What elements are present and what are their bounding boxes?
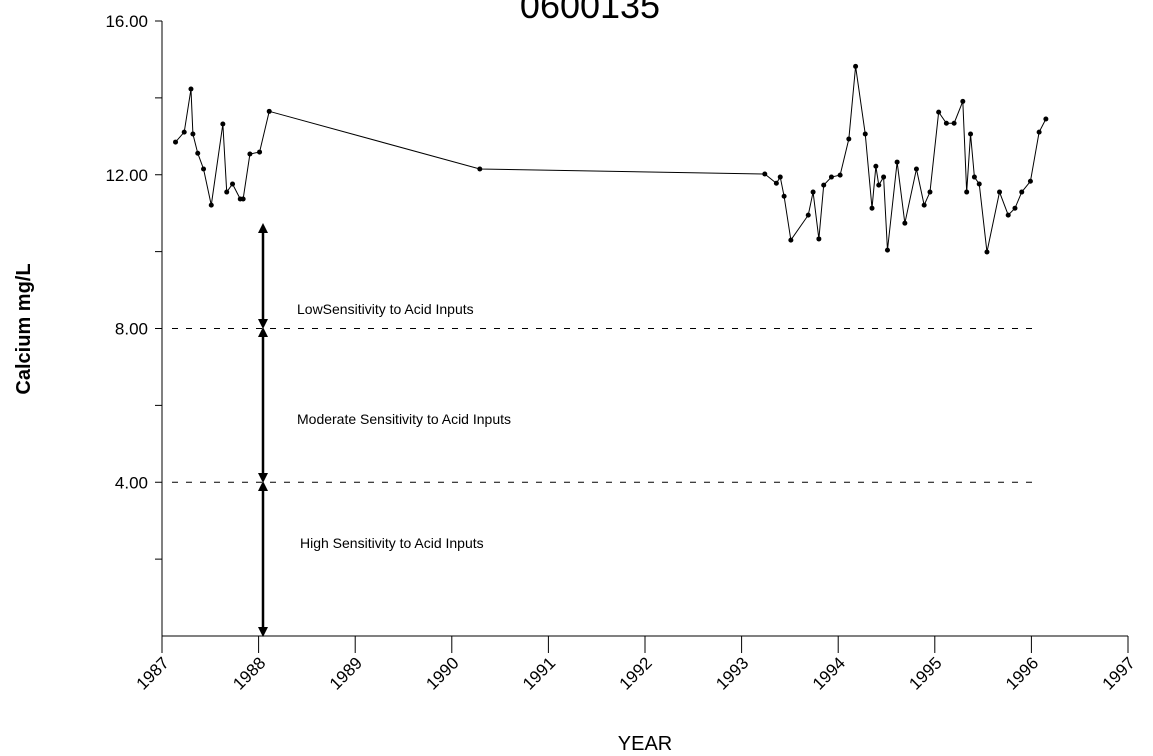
data-point bbox=[181, 129, 187, 135]
data-point bbox=[837, 172, 843, 178]
x-tick-label: 1992 bbox=[616, 653, 656, 693]
y-tick-label: 4.00 bbox=[115, 473, 148, 492]
data-point bbox=[788, 237, 794, 243]
data-point bbox=[1012, 205, 1018, 211]
chart-title: 0600135 bbox=[520, 0, 660, 26]
data-point bbox=[884, 247, 890, 253]
data-point bbox=[190, 131, 196, 137]
data-point bbox=[762, 171, 768, 177]
data-point bbox=[1019, 189, 1025, 195]
data-point bbox=[913, 166, 919, 172]
data-point bbox=[1043, 116, 1049, 122]
data-point bbox=[862, 131, 868, 137]
data-point bbox=[894, 159, 900, 165]
data-point bbox=[902, 220, 908, 226]
x-tick-label: 1991 bbox=[519, 653, 559, 693]
x-tick-label: 1987 bbox=[133, 653, 173, 693]
x-tick-label: 1995 bbox=[905, 653, 945, 693]
data-point bbox=[173, 139, 179, 145]
y-tick-label: 16.00 bbox=[105, 12, 148, 31]
data-point bbox=[971, 174, 977, 180]
data-point bbox=[976, 181, 982, 187]
annotation: LowSensitivity to Acid Inputs bbox=[297, 301, 474, 317]
data-point bbox=[1005, 212, 1011, 218]
data-point bbox=[943, 120, 949, 126]
data-point bbox=[224, 189, 230, 195]
data-point bbox=[821, 182, 827, 188]
data-point bbox=[927, 189, 933, 195]
data-point bbox=[773, 180, 779, 186]
data-point bbox=[240, 196, 246, 202]
x-tick-label: 1994 bbox=[809, 653, 849, 693]
data-point bbox=[1027, 178, 1033, 184]
data-point bbox=[921, 202, 927, 208]
data-point bbox=[846, 136, 852, 142]
data-point bbox=[997, 189, 1003, 195]
y-tick-label: 8.00 bbox=[115, 320, 148, 339]
y-axis-label: Calcium mg/L bbox=[13, 263, 35, 394]
data-point bbox=[876, 182, 882, 188]
y-tick-label: 12.00 bbox=[105, 166, 148, 185]
data-point bbox=[968, 131, 974, 137]
data-point bbox=[951, 120, 957, 126]
annotation: High Sensitivity to Acid Inputs bbox=[300, 535, 484, 551]
data-point bbox=[1036, 129, 1042, 135]
data-point bbox=[477, 166, 483, 172]
data-point bbox=[853, 63, 859, 69]
data-point bbox=[266, 108, 272, 114]
data-point bbox=[781, 193, 787, 199]
x-tick-label: 1993 bbox=[712, 653, 752, 693]
data-point bbox=[257, 149, 263, 155]
data-point bbox=[195, 150, 201, 156]
data-point bbox=[869, 205, 875, 211]
x-tick-label: 1990 bbox=[422, 653, 462, 693]
data-point bbox=[220, 121, 226, 127]
x-tick-label: 1988 bbox=[229, 653, 269, 693]
data-point bbox=[881, 174, 887, 180]
data-line bbox=[175, 66, 1047, 253]
data-point bbox=[201, 166, 207, 172]
annotation: Moderate Sensitivity to Acid Inputs bbox=[297, 411, 511, 427]
data-point bbox=[873, 163, 879, 169]
data-point bbox=[960, 98, 966, 104]
data-point bbox=[805, 212, 811, 218]
data-point bbox=[230, 181, 236, 187]
data-point bbox=[964, 189, 970, 195]
data-point bbox=[816, 236, 822, 242]
x-axis-label: YEAR bbox=[618, 733, 672, 755]
data-point bbox=[208, 202, 214, 208]
data-point bbox=[936, 109, 942, 115]
data-point bbox=[777, 174, 783, 180]
data-point bbox=[247, 151, 253, 157]
x-tick-label: 1997 bbox=[1099, 653, 1139, 693]
data-point bbox=[984, 249, 990, 255]
data-point bbox=[828, 174, 834, 180]
x-tick-label: 1996 bbox=[1002, 653, 1042, 693]
data-point bbox=[188, 86, 194, 92]
x-tick-label: 1989 bbox=[326, 653, 366, 693]
data-point bbox=[810, 189, 816, 195]
